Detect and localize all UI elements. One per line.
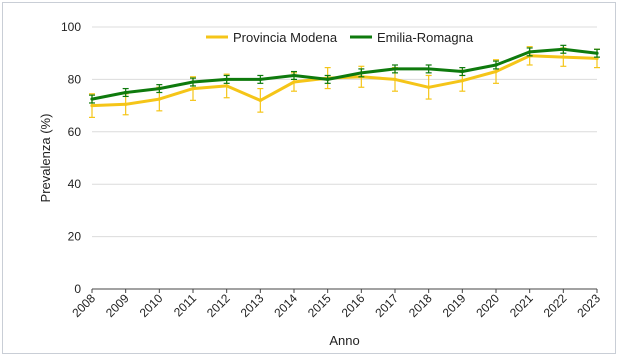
data-point (494, 63, 498, 67)
x-tick-label: 2022 (541, 291, 570, 320)
data-point (157, 86, 161, 91)
x-tick-label: 2009 (103, 291, 132, 320)
series-provincia-modena (89, 46, 600, 118)
data-point (494, 69, 498, 74)
data-point (561, 47, 565, 51)
x-tick-label: 2011 (171, 291, 199, 319)
data-point (393, 77, 397, 81)
y-tick-label: 80 (68, 72, 82, 86)
data-point (124, 90, 128, 95)
data-point (359, 71, 363, 75)
x-tick-label: 2014 (271, 291, 300, 320)
y-tick-label: 0 (74, 282, 81, 296)
data-point (90, 97, 94, 101)
data-point (292, 73, 296, 78)
x-tick-label: 2023 (574, 291, 603, 320)
legend-label: Emilia-Romagna (377, 30, 474, 45)
data-point (326, 77, 330, 81)
data-point (191, 86, 195, 91)
data-point (90, 104, 94, 108)
grid-lines (92, 26, 597, 290)
series-line (91, 54, 598, 108)
legend-item: Emilia-Romagna (350, 30, 474, 45)
y-axis-title: Prevalenza (%) (38, 114, 53, 203)
data-point (292, 80, 296, 84)
x-tick-label: 2015 (305, 291, 334, 320)
data-point (460, 79, 464, 83)
data-point (225, 77, 229, 81)
x-tick-label: 2010 (137, 291, 166, 320)
data-point (595, 51, 599, 55)
y-tick-label: 40 (68, 177, 82, 191)
y-tick-label: 20 (68, 230, 82, 244)
data-point (561, 55, 565, 59)
data-point (191, 80, 195, 84)
data-point (124, 102, 128, 106)
x-tick-labels: 2008 2009 2010 2011 2012 2013 2014 2015 2016 2017… (69, 289, 603, 320)
data-point (528, 50, 532, 54)
series-emilia-romagna (89, 44, 600, 104)
data-point (225, 84, 229, 88)
data-point (427, 67, 431, 71)
chart-frame (2, 2, 616, 354)
data-point (258, 98, 262, 102)
y-tick-labels: 0 20 40 60 80 100 (61, 20, 81, 296)
x-tick-label: 2018 (406, 291, 435, 320)
data-point (393, 67, 397, 71)
data-point (157, 97, 161, 101)
y-tick-label: 100 (61, 20, 81, 34)
data-series (89, 44, 600, 118)
data-point (427, 85, 431, 89)
x-tick-label: 2013 (238, 291, 267, 320)
x-tick-label: 2019 (440, 291, 469, 320)
y-tick-label: 60 (68, 125, 82, 139)
x-tick-label: 2012 (204, 291, 233, 320)
data-point (258, 77, 262, 81)
x-tick-label: 2017 (372, 291, 401, 320)
x-tick-label: 2016 (339, 291, 368, 320)
x-tick-label: 2021 (507, 291, 536, 320)
x-tick-label: 2020 (473, 291, 502, 320)
x-axis-title: Anno (329, 333, 359, 348)
legend-item: Provincia Modena (206, 30, 338, 45)
legend: Provincia Modena Emilia-Romagna (206, 30, 474, 45)
legend-label: Provincia Modena (233, 30, 338, 45)
series-line (91, 47, 598, 101)
data-point (460, 69, 464, 74)
